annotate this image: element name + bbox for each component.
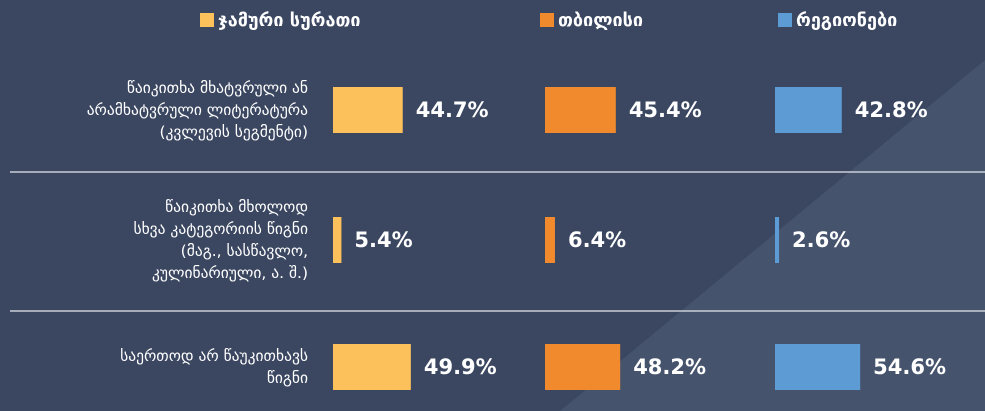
bar [775, 87, 842, 133]
value-label: 48.2% [633, 355, 706, 379]
legend-label: ჯამური სურათი [218, 10, 361, 31]
legend-label: თბილისი [558, 10, 643, 31]
bar [333, 344, 411, 390]
bar [545, 344, 621, 390]
bar [775, 344, 861, 390]
bar [333, 87, 403, 133]
value-label: 49.9% [424, 355, 497, 379]
value-label: 44.7% [416, 98, 489, 122]
value-label: 42.8% [855, 98, 928, 122]
bar [775, 217, 780, 263]
legend-swatch [540, 13, 554, 27]
value-label: 2.6% [792, 228, 850, 252]
category-label: წაიკითხა მხოლოდ სხვა კატეგორიის წიგნი (მ… [133, 198, 308, 282]
background-shade [560, 60, 985, 411]
value-label: 5.4% [354, 228, 412, 252]
value-label: 45.4% [629, 98, 702, 122]
category-label: წაიკითხა მხატვრული ან არამხატვრული ლიტერ… [86, 79, 308, 141]
value-label: 6.4% [568, 228, 626, 252]
bar [545, 87, 616, 133]
category-label: საერთოდ არ წაუკითხავს წიგნი [120, 347, 308, 387]
bar [545, 217, 555, 263]
legend-label: რეგიონები [796, 10, 897, 31]
legend-swatch [200, 13, 214, 27]
value-label: 54.6% [873, 355, 946, 379]
bar [333, 217, 342, 263]
legend-swatch [778, 13, 792, 27]
